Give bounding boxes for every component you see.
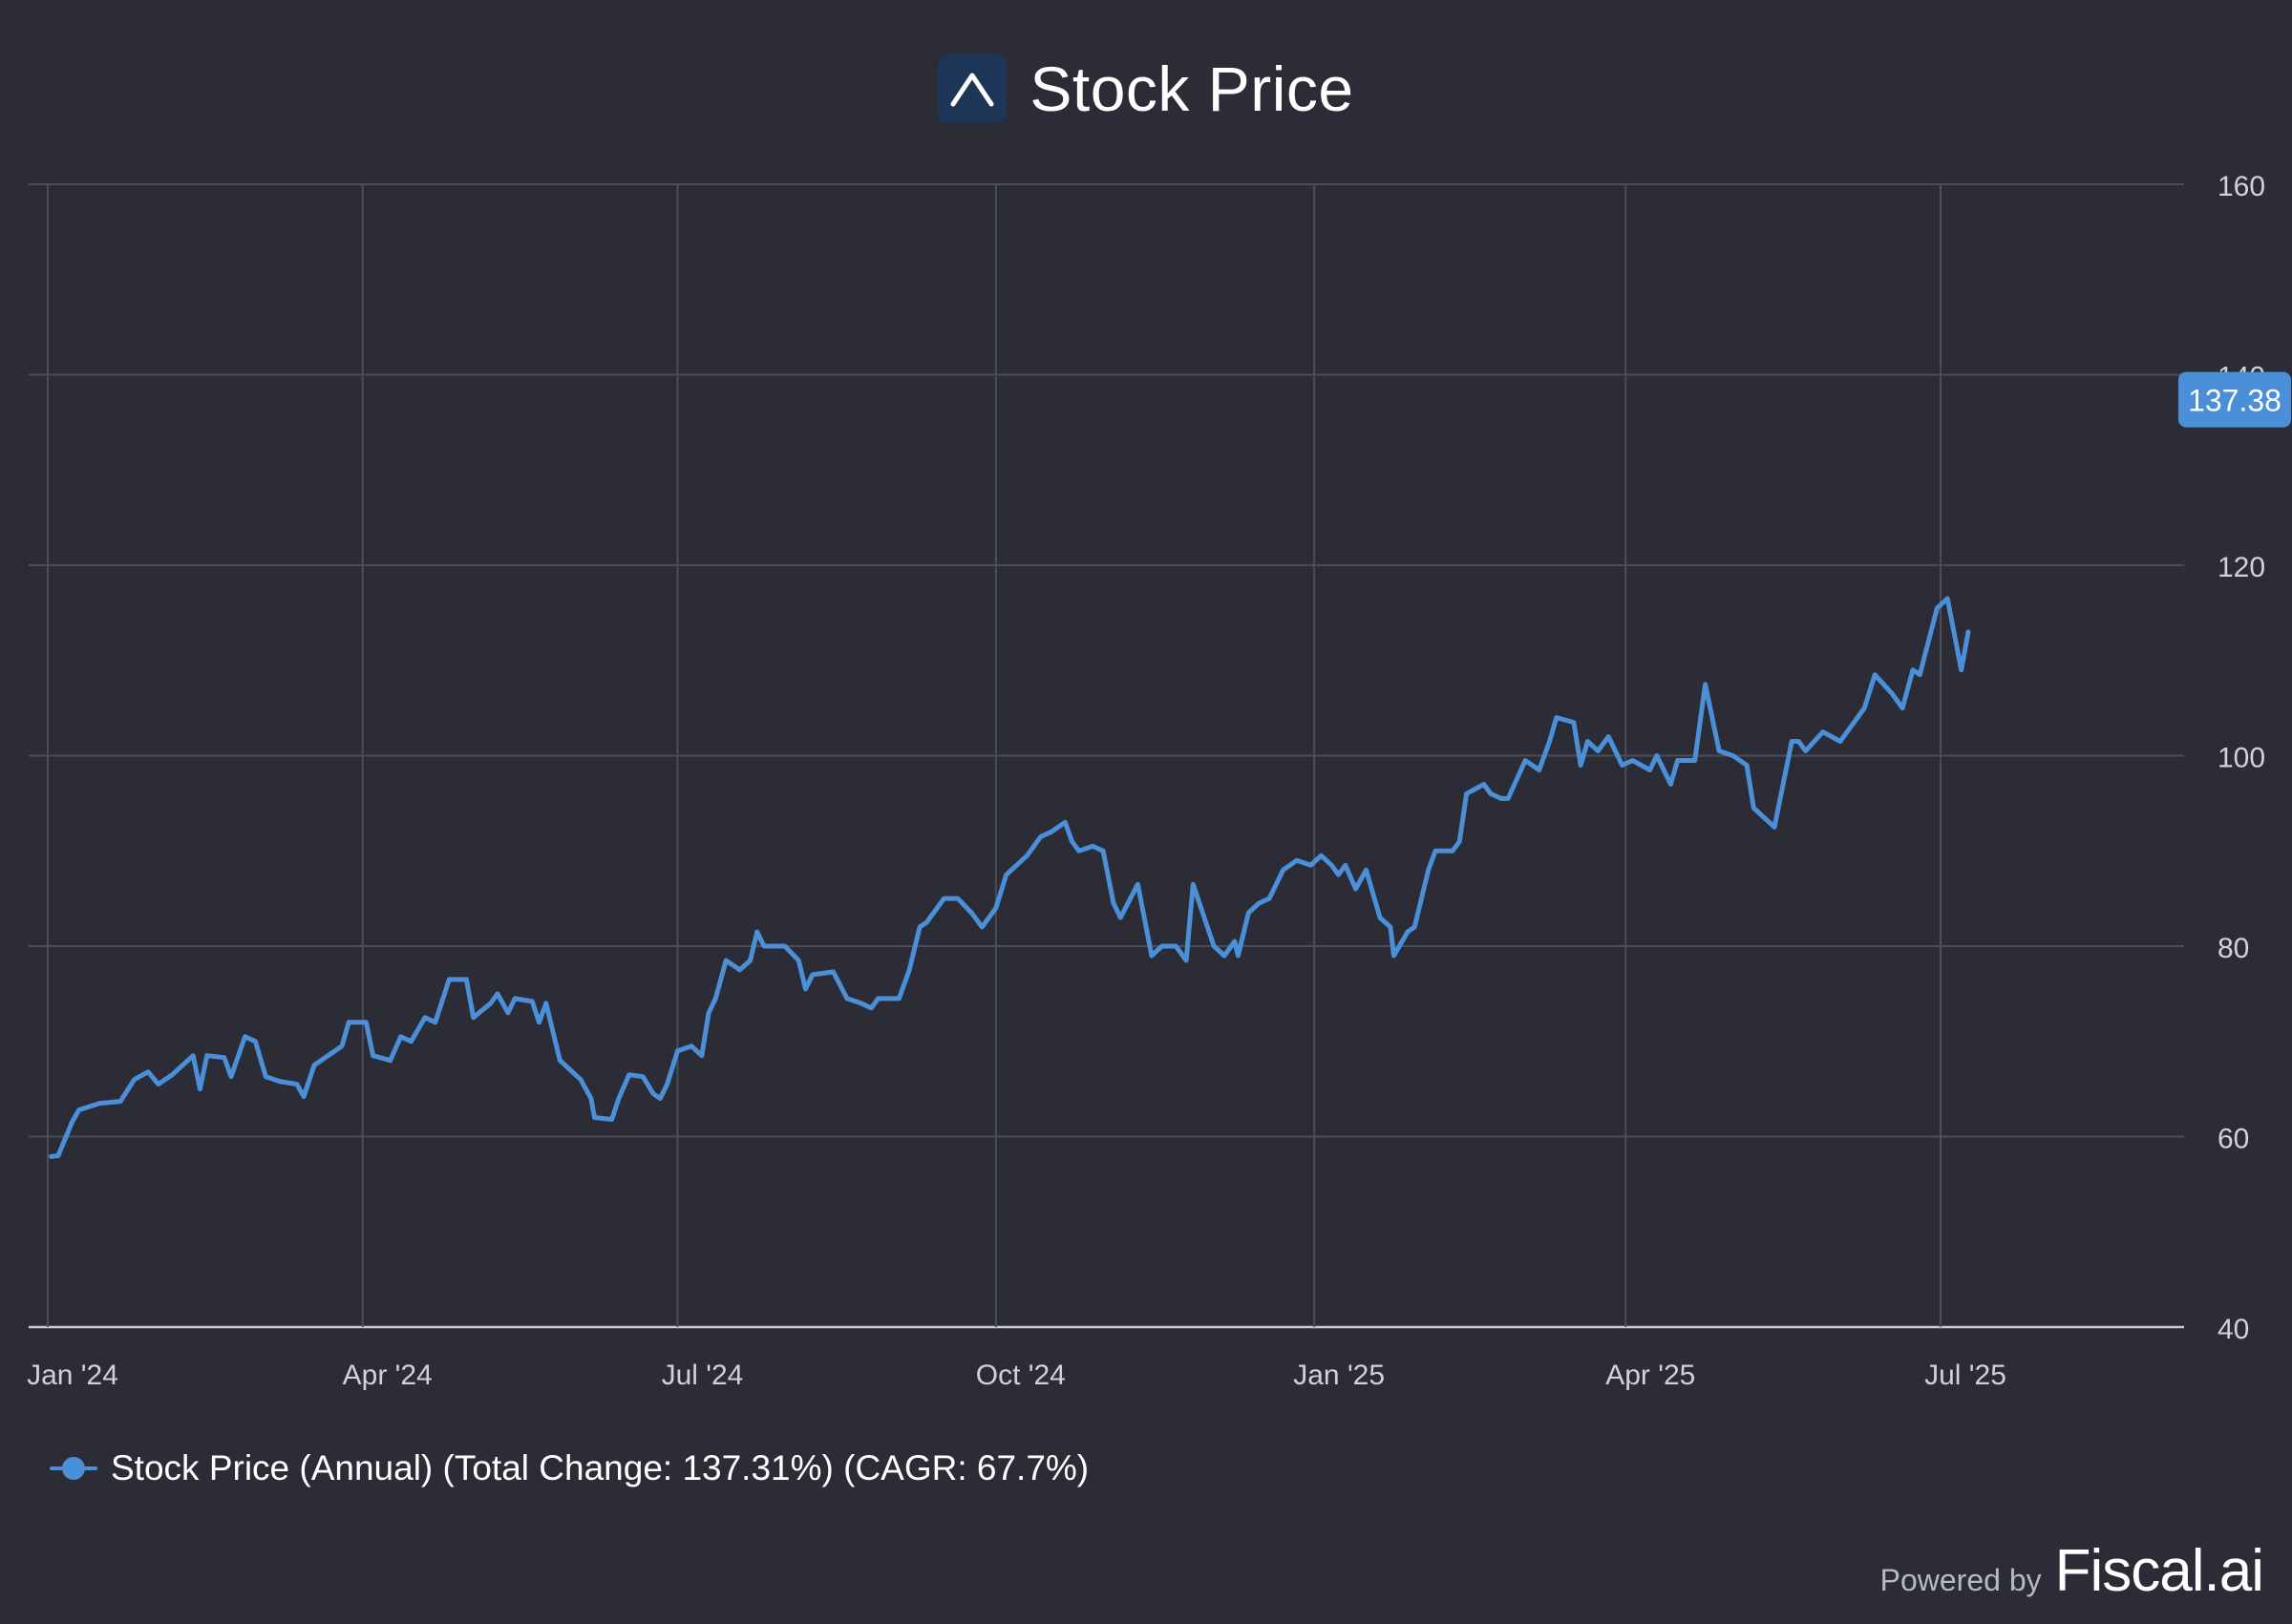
brand-logo-text: Fiscal.ai bbox=[2054, 1538, 2264, 1604]
x-tick-label: Jul '25 bbox=[1924, 1360, 2006, 1391]
x-tick-label: Apr '24 bbox=[343, 1360, 433, 1391]
last-value-layer: 137.38 bbox=[2178, 371, 2291, 428]
footer-branding: Powered by Fiscal.ai bbox=[1879, 1537, 2264, 1613]
x-tick-label: Oct '24 bbox=[976, 1360, 1066, 1391]
series-line-stock-price[interactable] bbox=[49, 596, 1971, 1159]
y-tick-label: 80 bbox=[2218, 933, 2249, 964]
last-value-label: 137.38 bbox=[2188, 384, 2281, 418]
powered-by-text: Powered by bbox=[1879, 1563, 2042, 1597]
legend-label: Stock Price (Annual) (Total Change: 137.… bbox=[111, 1448, 1090, 1487]
y-tick-label: 160 bbox=[2218, 171, 2265, 202]
y-tick-label: 120 bbox=[2218, 552, 2265, 583]
legend[interactable]: Stock Price (Annual) (Total Change: 137.… bbox=[50, 1442, 1089, 1495]
x-tick-label: Jan '25 bbox=[1293, 1360, 1385, 1391]
legend-series-marker-icon bbox=[50, 1457, 97, 1480]
chart-header: Stock Price bbox=[0, 46, 2292, 132]
y-tick-label: 60 bbox=[2218, 1124, 2249, 1155]
x-tick-label: Jul '24 bbox=[662, 1360, 744, 1391]
x-tick-label: Jan '24 bbox=[27, 1360, 118, 1391]
y-tick-label: 100 bbox=[2218, 743, 2265, 774]
series-layer bbox=[49, 596, 1971, 1159]
y-tick-label: 40 bbox=[2218, 1314, 2249, 1345]
company-logo-icon bbox=[938, 54, 1008, 123]
x-tick-label: Apr '25 bbox=[1605, 1360, 1695, 1391]
chart-title: Stock Price bbox=[1029, 53, 1354, 124]
last-value-badge: 137.38 bbox=[2178, 371, 2291, 428]
grid bbox=[29, 183, 2184, 1329]
